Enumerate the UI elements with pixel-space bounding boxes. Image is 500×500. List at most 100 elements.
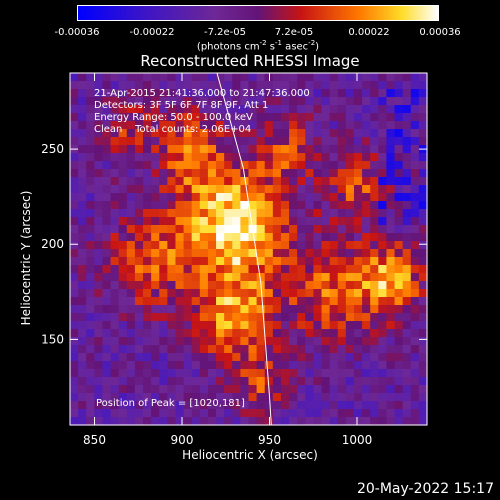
heatmap-cell [329,321,339,330]
heatmap-cell [118,337,128,346]
heatmap-cell [216,393,225,402]
heatmap-cell [70,217,79,226]
heatmap-cell [183,73,193,82]
heatmap-cell [297,401,306,410]
heatmap-cell [321,169,331,178]
heatmap-cell [370,233,379,242]
heatmap-cell [370,281,379,290]
heatmap-cell [272,185,282,194]
heatmap-cell [272,121,282,130]
heatmap-cell [289,305,298,314]
heatmap-cell [402,249,412,258]
heatmap-cell [378,233,388,242]
heatmap-cell [410,369,420,378]
heatmap-cell [70,321,79,330]
heatmap-cell [402,161,412,170]
heatmap-cell [321,305,331,314]
heatmap-cell [102,265,112,274]
heatmap-cell [297,297,306,306]
heatmap-cell [86,241,95,250]
heatmap-cell [353,417,363,426]
heatmap-cell [386,177,396,186]
heatmap-cell [207,81,217,90]
heatmap-cell [199,257,209,266]
heatmap-cell [321,217,331,226]
heatmap-cell [378,217,388,226]
heatmap-cell [207,129,217,138]
heatmap-cell [175,409,185,418]
heatmap-cell [378,177,388,186]
heatmap-cell [297,385,306,394]
heatmap-cell [86,97,95,106]
heatmap-cell [102,409,112,418]
heatmap-cell [175,265,185,274]
heatmap-cell [175,289,185,298]
heatmap-cell [329,145,339,154]
heatmap-cell [410,225,420,234]
heatmap-cell [337,257,347,266]
heatmap-cell [167,81,177,90]
heatmap-cell [272,289,282,298]
heatmap-cell [224,177,233,186]
heatmap-cell [110,257,120,266]
heatmap-cell [329,241,339,250]
heatmap-cell [183,201,193,210]
heatmap-cell [151,361,160,370]
heatmap-cell [94,73,104,82]
heatmap-cell [280,393,290,402]
heatmap-cell [110,353,120,362]
heatmap-cell [159,241,168,250]
heatmap-cell [386,369,396,378]
heatmap-cell [289,313,298,322]
heatmap-cell [313,321,323,330]
heatmap-cell [167,401,177,410]
heatmap-cell [256,225,266,234]
heatmap-cell [167,153,177,162]
heatmap-cell [289,225,298,234]
heatmap-cell [70,401,79,410]
time-range-text: 21-Apr-2015 21:41:36.000 to 21:47:36.000 [94,88,310,99]
heatmap-cell [272,233,282,242]
heatmap-cell [199,409,209,418]
heatmap-cell [305,385,315,394]
heatmap-cell [329,337,339,346]
heatmap-cell [362,281,371,290]
heatmap-cell [272,353,282,362]
heatmap-cell [86,289,95,298]
heatmap-cell [329,353,339,362]
heatmap-cell [183,137,193,146]
heatmap-cell [118,97,128,106]
heatmap-cell [232,329,241,338]
heatmap-cell [94,289,104,298]
heatmap-cell [410,97,420,106]
heatmap-cell [345,129,355,138]
heatmap-cell [183,345,193,354]
heatmap-cell [78,153,87,162]
heatmap-cell [305,185,315,194]
heatmap-cell [102,169,112,178]
heatmap-cell [313,353,323,362]
heatmap-cell [86,145,95,154]
heatmap-cell [216,89,225,98]
heatmap-cell [394,73,404,82]
heatmap-cell [191,313,201,322]
heatmap-cell [110,385,120,394]
heatmap-cell [191,377,201,386]
heatmap-cell [418,105,428,114]
heatmap-cell [167,345,177,354]
heatmap-cell [256,233,266,242]
heatmap-cell [418,177,428,186]
heatmap-cell [289,97,298,106]
heatmap-cell [232,281,241,290]
heatmap-cell [418,241,428,250]
heatmap-cell [305,377,315,386]
heatmap-cell [199,73,209,82]
heatmap-cell [118,233,128,242]
heatmap-cell [167,417,177,426]
heatmap-cell [118,345,128,354]
heatmap-cell [78,345,87,354]
heatmap-cell [224,153,233,162]
heatmap-cell [353,121,363,130]
heatmap-cell [151,145,160,154]
solar-limb-line [216,72,272,426]
